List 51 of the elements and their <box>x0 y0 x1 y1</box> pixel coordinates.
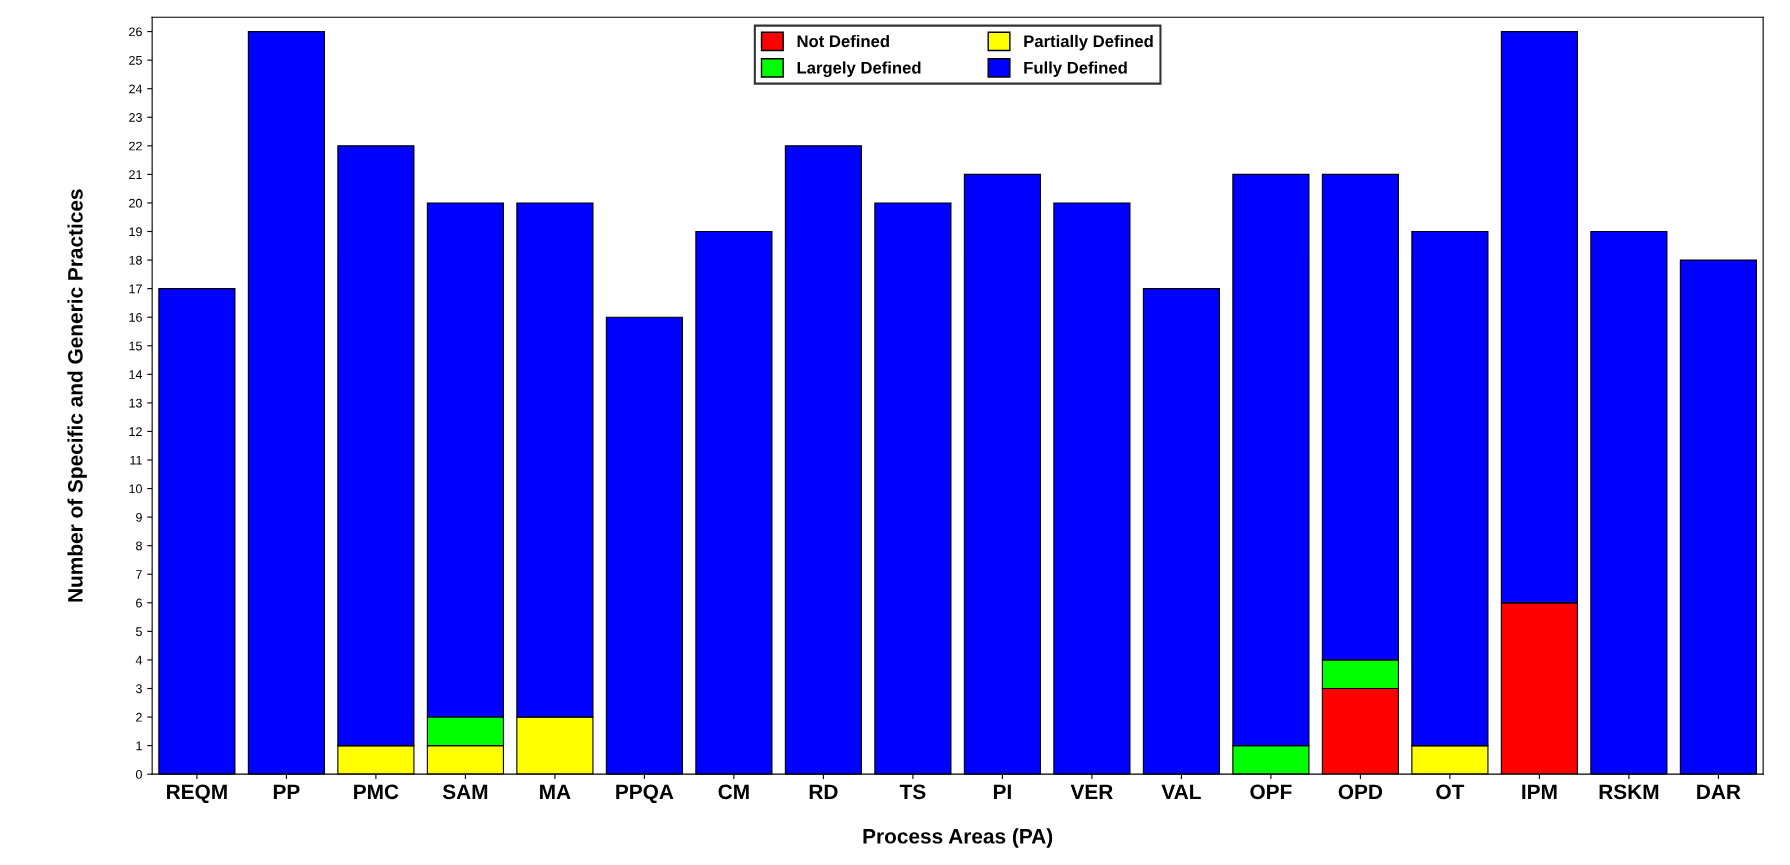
y-tick-label: 23 <box>129 113 142 122</box>
legend-label: Not Defined <box>797 34 889 48</box>
x-tick-label: SAM <box>442 784 488 800</box>
y-tick-label: 22 <box>129 141 142 151</box>
y-tick-label: 21 <box>129 170 142 179</box>
x-tick-label: OPF <box>1250 784 1292 800</box>
x-tick-label: REQM <box>167 784 227 804</box>
x-tick-label: OT <box>1436 784 1465 800</box>
y-tick-label: 6 <box>136 598 142 608</box>
y-tick-label: 20 <box>129 198 142 208</box>
x-tick-label: PMC <box>354 784 399 800</box>
y-tick-label: 25 <box>129 55 142 65</box>
legend-label: Partially Defined <box>1024 34 1153 51</box>
y-tick-label: 16 <box>129 312 142 322</box>
y-tick-label: 9 <box>136 512 142 522</box>
y-tick-label: 14 <box>129 370 143 379</box>
x-tick-label: PI <box>993 784 1011 799</box>
x-tick-label: RSKM <box>1599 784 1659 800</box>
y-tick-label: 19 <box>129 227 142 237</box>
y-tick-label: 15 <box>129 341 142 351</box>
legend-label: Fully Defined <box>1024 61 1127 77</box>
x-tick-label: PP <box>273 784 300 799</box>
legend-label: Largely Defined <box>797 61 921 77</box>
x-tick-label: VER <box>1070 784 1113 799</box>
y-tick-label: 26 <box>129 27 142 37</box>
y-tick-label: 8 <box>136 541 142 551</box>
x-tick-label: OPD <box>1338 784 1383 800</box>
x-tick-label: PPQA <box>616 784 674 804</box>
y-tick-label: 11 <box>130 455 142 465</box>
x-tick-label: RD <box>809 784 838 799</box>
x-tick-label: TS <box>899 784 926 800</box>
y-tick-label: 13 <box>129 398 142 408</box>
x-tick-label: VAL <box>1161 784 1201 799</box>
y-tick-label: 5 <box>135 627 142 637</box>
y-tick-label: 18 <box>129 255 142 265</box>
y-tick-label: 7 <box>136 570 142 579</box>
y-tick-label: 2 <box>136 712 142 722</box>
x-tick-label: DAR <box>1697 784 1741 799</box>
x-tick-label: MA <box>540 784 571 799</box>
y-tick-label: 1 <box>136 741 142 751</box>
x-tick-label: CM <box>718 784 749 800</box>
y-tick-label: 17 <box>129 284 142 294</box>
y-tick-label: 3 <box>135 684 142 694</box>
y-tick-label: 10 <box>129 484 142 494</box>
x-axis-title: Process Areas (PA) <box>863 828 1053 848</box>
y-tick-label: 12 <box>129 427 142 436</box>
x-tick-label: IPM <box>1522 784 1557 799</box>
y-tick-label: 24 <box>129 84 143 94</box>
y-tick-label: 4 <box>135 655 143 665</box>
y-tick-label: 0 <box>135 769 142 779</box>
y-axis-title: Number of Specific and Generic Practices <box>67 189 87 602</box>
